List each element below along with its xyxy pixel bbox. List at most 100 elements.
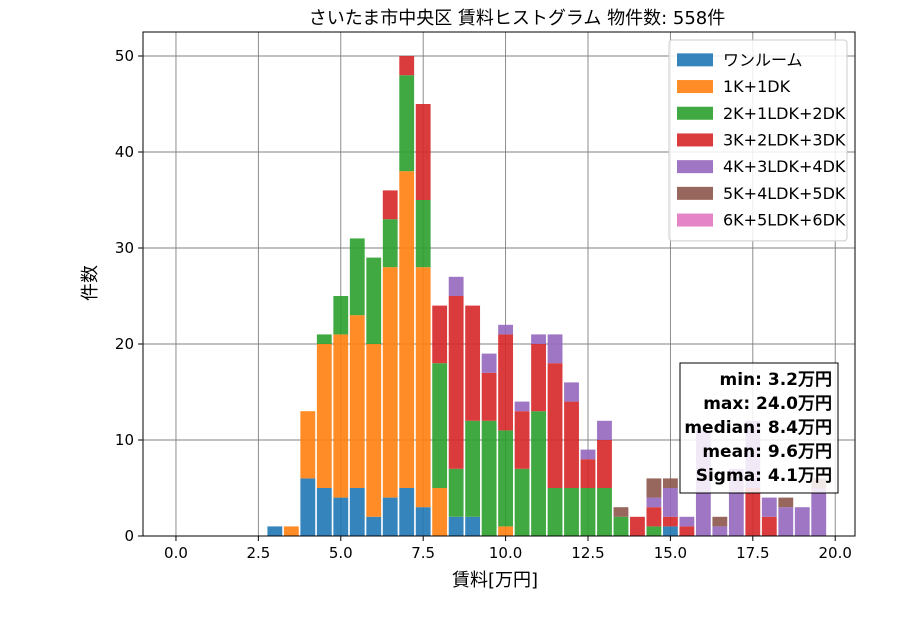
- bar-segment: [679, 516, 695, 527]
- bar-segment: [531, 344, 546, 412]
- bar-segment: [448, 296, 464, 469]
- bar-segment: [349, 488, 365, 536]
- x-axis-ticks: 0.0 2.5 5.0 7.5 10.0 12.5 15.0 17.5 20.0: [164, 536, 852, 562]
- y-axis-ticks: 0 10 20 30 40 50: [115, 47, 143, 545]
- y-tick-label: 0: [124, 527, 134, 545]
- bar-segment: [514, 468, 530, 536]
- bar-segment: [778, 497, 794, 508]
- bar-segment: [399, 488, 415, 536]
- x-tick-label: 0.0: [164, 544, 188, 562]
- stats-line: min: 3.2万円: [720, 370, 832, 390]
- x-tick-label: 10.0: [489, 544, 522, 562]
- bar-segment: [811, 488, 827, 536]
- legend-label: 4K+3LDK+4DK: [723, 157, 846, 176]
- bar-segment: [465, 420, 481, 517]
- y-tick-label: 30: [115, 239, 134, 257]
- bar-segment: [399, 56, 415, 76]
- bar-segment: [514, 411, 530, 469]
- y-tick-label: 50: [115, 47, 134, 65]
- bar-segment: [646, 478, 662, 498]
- legend-swatch: [677, 160, 713, 174]
- bar-segment: [366, 344, 382, 517]
- bar-segment: [415, 267, 431, 508]
- bar-segment: [662, 488, 678, 517]
- bar-segment: [267, 526, 283, 536]
- bar-segment: [300, 478, 316, 536]
- histogram-bars: [267, 56, 827, 536]
- bar-segment: [349, 238, 365, 316]
- bar-segment: [761, 516, 777, 536]
- x-tick-label: 20.0: [819, 544, 852, 562]
- legend: ワンルーム 1K+1DK 2K+1LDK+2DK 3K+2LDK+3DK 4K+3LDK…: [668, 39, 848, 242]
- x-tick-label: 7.5: [411, 544, 435, 562]
- bar-segment: [333, 296, 349, 335]
- bar-segment: [382, 267, 398, 498]
- bar-segment: [547, 334, 563, 364]
- bar-segment: [712, 516, 728, 527]
- bar-segment: [432, 363, 448, 488]
- y-tick-label: 40: [115, 143, 134, 161]
- bar-segment: [580, 488, 596, 536]
- bar-segment: [316, 344, 332, 488]
- bar-segment: [498, 334, 514, 431]
- bar-segment: [597, 420, 612, 440]
- bar-segment: [432, 488, 448, 536]
- bar-segment: [448, 516, 464, 536]
- legend-label: 5K+4LDK+5DK: [723, 184, 846, 203]
- bar-segment: [333, 497, 349, 536]
- bar-segment: [465, 516, 481, 536]
- bar-segment: [531, 411, 546, 536]
- bar-segment: [531, 334, 546, 344]
- bar-segment: [778, 507, 794, 536]
- legend-label: ワンルーム: [723, 50, 803, 69]
- legend-swatch: [677, 80, 713, 94]
- stats-annotation: min: 3.2万円 max: 24.0万円 median: 8.4万円 mean: …: [679, 362, 839, 494]
- plot-border: [142, 31, 856, 537]
- bar-segment: [382, 497, 398, 536]
- bar-segment: [547, 488, 563, 536]
- legend-swatch: [677, 213, 713, 227]
- bar-segment: [399, 75, 415, 172]
- bar-segment: [366, 516, 382, 536]
- y-axis-label: 件数: [80, 265, 101, 301]
- x-tick-label: 17.5: [736, 544, 769, 562]
- bar-segment: [448, 276, 464, 296]
- bar-segment: [761, 497, 777, 517]
- bar-segment: [333, 334, 349, 498]
- stats-line: mean: 9.6万円: [702, 442, 832, 462]
- bar-segment: [794, 507, 810, 536]
- bar-segment: [415, 104, 431, 200]
- bar-segment: [498, 324, 514, 335]
- x-axis-label: 賃料[万円]: [452, 570, 538, 591]
- x-tick-label: 12.5: [571, 544, 604, 562]
- stats-line: median: 8.4万円: [684, 418, 832, 438]
- bar-segment: [662, 526, 678, 536]
- bar-segment: [498, 430, 514, 527]
- stats-line: max: 24.0万円: [703, 394, 832, 414]
- bar-segment: [366, 257, 382, 344]
- plot-frame: [142, 31, 856, 537]
- bar-segment: [399, 171, 415, 488]
- bar-segment: [580, 449, 596, 460]
- bar-segment: [465, 305, 481, 421]
- stats-line: Sigma: 4.1万円: [696, 466, 832, 486]
- legend-swatch: [677, 133, 713, 147]
- bar-segment: [712, 526, 728, 536]
- y-tick-label: 10: [115, 431, 134, 449]
- bar-segment: [679, 526, 695, 536]
- legend-swatch: [677, 186, 713, 200]
- bar-segment: [382, 219, 398, 268]
- bar-segment: [514, 401, 530, 412]
- legend-label: 3K+2LDK+3DK: [723, 130, 846, 149]
- y-tick-label: 20: [115, 335, 134, 353]
- legend-box: [668, 39, 848, 242]
- bar-segment: [597, 488, 612, 536]
- legend-swatch: [677, 106, 713, 120]
- bar-segment: [448, 468, 464, 517]
- bar-segment: [498, 526, 514, 536]
- stats-box: [679, 362, 839, 494]
- bar-segment: [630, 516, 645, 536]
- bar-segment: [662, 516, 678, 527]
- bar-segment: [547, 363, 563, 488]
